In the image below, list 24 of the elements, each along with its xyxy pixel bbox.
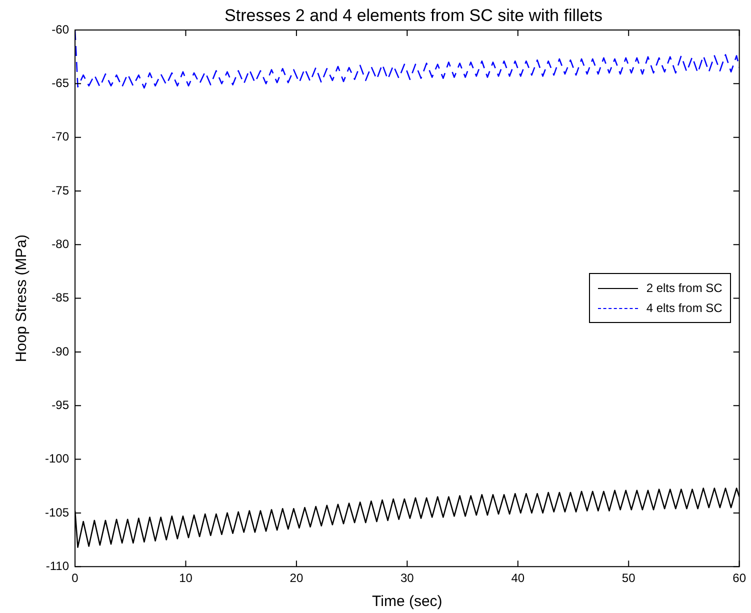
y-tick-label: -95	[52, 398, 70, 412]
legend-label: 4 elts from SC	[646, 301, 722, 316]
y-tick-label: -85	[52, 290, 70, 305]
legend-label: 2 elts from SC	[646, 281, 722, 296]
y-tick-label: -110	[46, 558, 70, 573]
y-tick-label: -100	[44, 452, 70, 466]
y-axis-title: Hoop Stress (MPa)	[13, 234, 30, 362]
y-tick-label: -60	[52, 22, 70, 36]
x-axis-title: Time (sec)	[372, 593, 442, 610]
x-tick-label: 20	[290, 571, 304, 586]
y-tick-label: -90	[52, 344, 70, 358]
x-tick-label: 40	[511, 571, 525, 586]
chart-title: Stresses 2 and 4 elements from SC site with fillets	[224, 6, 604, 26]
x-tick-label: 0	[72, 571, 79, 586]
x-tick-label: 10	[179, 571, 193, 586]
y-tick-label: -80	[52, 236, 70, 251]
line-series	[75, 30, 740, 89]
x-tick-label: 60	[732, 571, 746, 586]
y-tick-label: -70	[52, 130, 70, 144]
x-tick-label: 50	[622, 571, 636, 586]
y-tick-label: -65	[52, 76, 70, 90]
y-tick-label: -105	[44, 505, 70, 520]
y-tick-label: -75	[52, 183, 70, 198]
x-tick-label: 30	[400, 571, 414, 586]
